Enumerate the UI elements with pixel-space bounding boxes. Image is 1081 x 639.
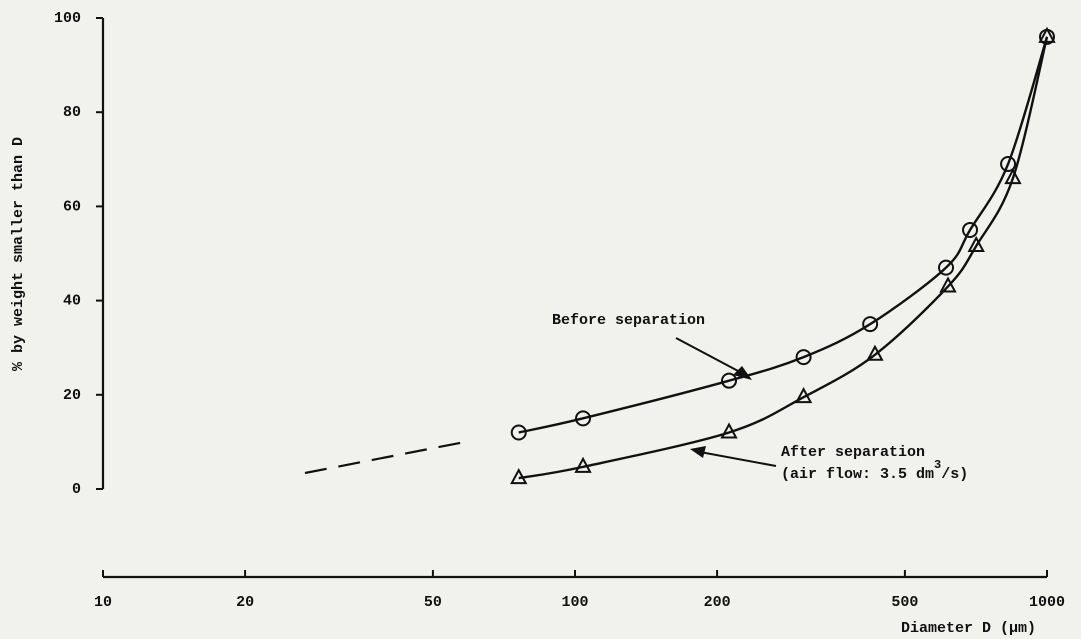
x-axis-label: Diameter D (μm)	[901, 620, 1036, 637]
fit-curve	[518, 36, 1049, 480]
y-axis-label: % by weight smaller than D	[10, 137, 27, 371]
arrowhead	[690, 446, 706, 458]
point	[575, 410, 592, 427]
y-tick-label: 40	[63, 293, 81, 310]
point	[866, 344, 884, 361]
point	[721, 372, 738, 389]
point	[795, 349, 812, 366]
annotation: (air flow: 3.5 dm3/s)	[781, 458, 968, 483]
y-tick-label: 0	[72, 481, 81, 498]
y-tick-label: 60	[63, 198, 81, 215]
annotation: Before separation	[552, 312, 705, 329]
point	[510, 424, 527, 441]
point	[962, 221, 979, 238]
x-tick-label: 50	[424, 594, 442, 611]
annotation: 3	[934, 458, 941, 472]
point	[967, 235, 985, 252]
annotation: After separation	[781, 444, 925, 461]
x-tick-label: 1000	[1029, 594, 1065, 611]
point	[938, 259, 955, 276]
y-tick-label: 20	[63, 387, 81, 404]
point	[574, 456, 592, 473]
arrow	[699, 451, 777, 467]
x-tick-label: 100	[561, 594, 588, 611]
fit-curve	[518, 36, 1049, 434]
arrow	[675, 337, 741, 373]
y-tick-label: 80	[63, 104, 81, 121]
point	[939, 276, 957, 293]
x-tick-label: 500	[891, 594, 918, 611]
point	[1000, 156, 1017, 173]
annotation: /s)	[941, 466, 968, 483]
y-tick-label: 100	[54, 10, 81, 27]
point	[510, 468, 528, 485]
annotation: (air flow: 3.5 dm	[781, 466, 934, 483]
x-tick-label: 20	[236, 594, 254, 611]
point	[1004, 168, 1022, 185]
x-tick-label: 10	[94, 594, 112, 611]
point	[862, 316, 879, 333]
x-tick-label: 200	[704, 594, 731, 611]
dashed-extension	[304, 439, 471, 475]
point	[1038, 26, 1056, 43]
point	[720, 422, 738, 439]
point	[794, 387, 813, 404]
